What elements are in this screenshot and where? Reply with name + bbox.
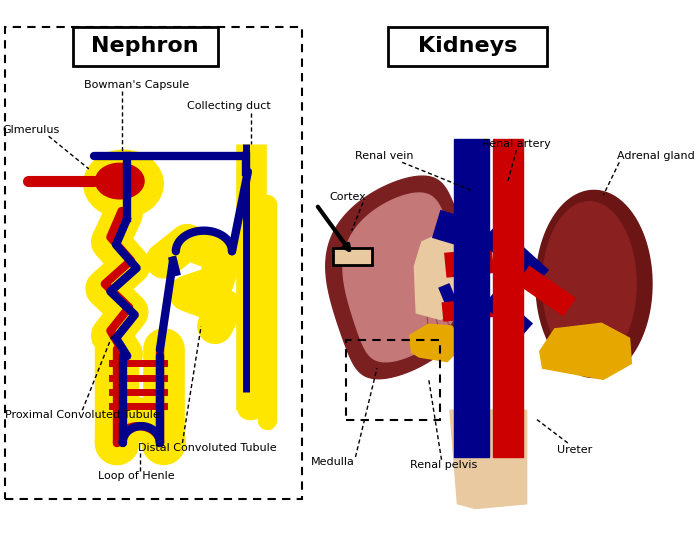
- Ellipse shape: [102, 168, 114, 177]
- Text: Glmerulus: Glmerulus: [3, 125, 60, 134]
- Polygon shape: [542, 202, 636, 366]
- Text: Ureter: Ureter: [556, 444, 592, 455]
- Text: Renal pelvis: Renal pelvis: [410, 459, 477, 470]
- Ellipse shape: [95, 164, 144, 199]
- Polygon shape: [536, 190, 652, 378]
- FancyBboxPatch shape: [389, 27, 547, 66]
- Text: Distal Convoluted Tubule: Distal Convoluted Tubule: [139, 443, 277, 452]
- Text: Proximal Convoluted Tubule: Proximal Convoluted Tubule: [5, 410, 160, 420]
- Ellipse shape: [113, 188, 126, 198]
- Text: Cortex: Cortex: [329, 192, 366, 202]
- Polygon shape: [450, 410, 526, 508]
- Ellipse shape: [239, 401, 263, 420]
- Text: Bowman's Capsule: Bowman's Capsule: [84, 80, 190, 90]
- Text: Kidneys: Kidneys: [418, 37, 517, 56]
- Text: Adrenal gland: Adrenal gland: [617, 151, 695, 161]
- Bar: [333, 249, 372, 265]
- Ellipse shape: [125, 168, 138, 177]
- Polygon shape: [326, 176, 475, 379]
- Text: Loop of Henle: Loop of Henle: [98, 471, 175, 481]
- Polygon shape: [343, 193, 461, 362]
- Text: Medulla: Medulla: [311, 457, 354, 466]
- Polygon shape: [414, 232, 468, 320]
- Ellipse shape: [102, 185, 114, 194]
- Ellipse shape: [113, 164, 126, 174]
- Bar: [5, 27, 302, 499]
- FancyBboxPatch shape: [73, 27, 218, 66]
- Ellipse shape: [84, 150, 163, 217]
- Polygon shape: [493, 139, 523, 457]
- Ellipse shape: [125, 185, 138, 194]
- Ellipse shape: [97, 176, 109, 186]
- Bar: [346, 340, 440, 420]
- Polygon shape: [540, 323, 631, 379]
- Polygon shape: [410, 324, 464, 362]
- Text: Nephron: Nephron: [91, 37, 199, 56]
- Text: Renal vein: Renal vein: [356, 151, 414, 161]
- Ellipse shape: [130, 176, 143, 186]
- Text: Collecting duct: Collecting duct: [187, 101, 271, 111]
- Polygon shape: [454, 139, 489, 457]
- Text: Renal artery: Renal artery: [482, 139, 550, 148]
